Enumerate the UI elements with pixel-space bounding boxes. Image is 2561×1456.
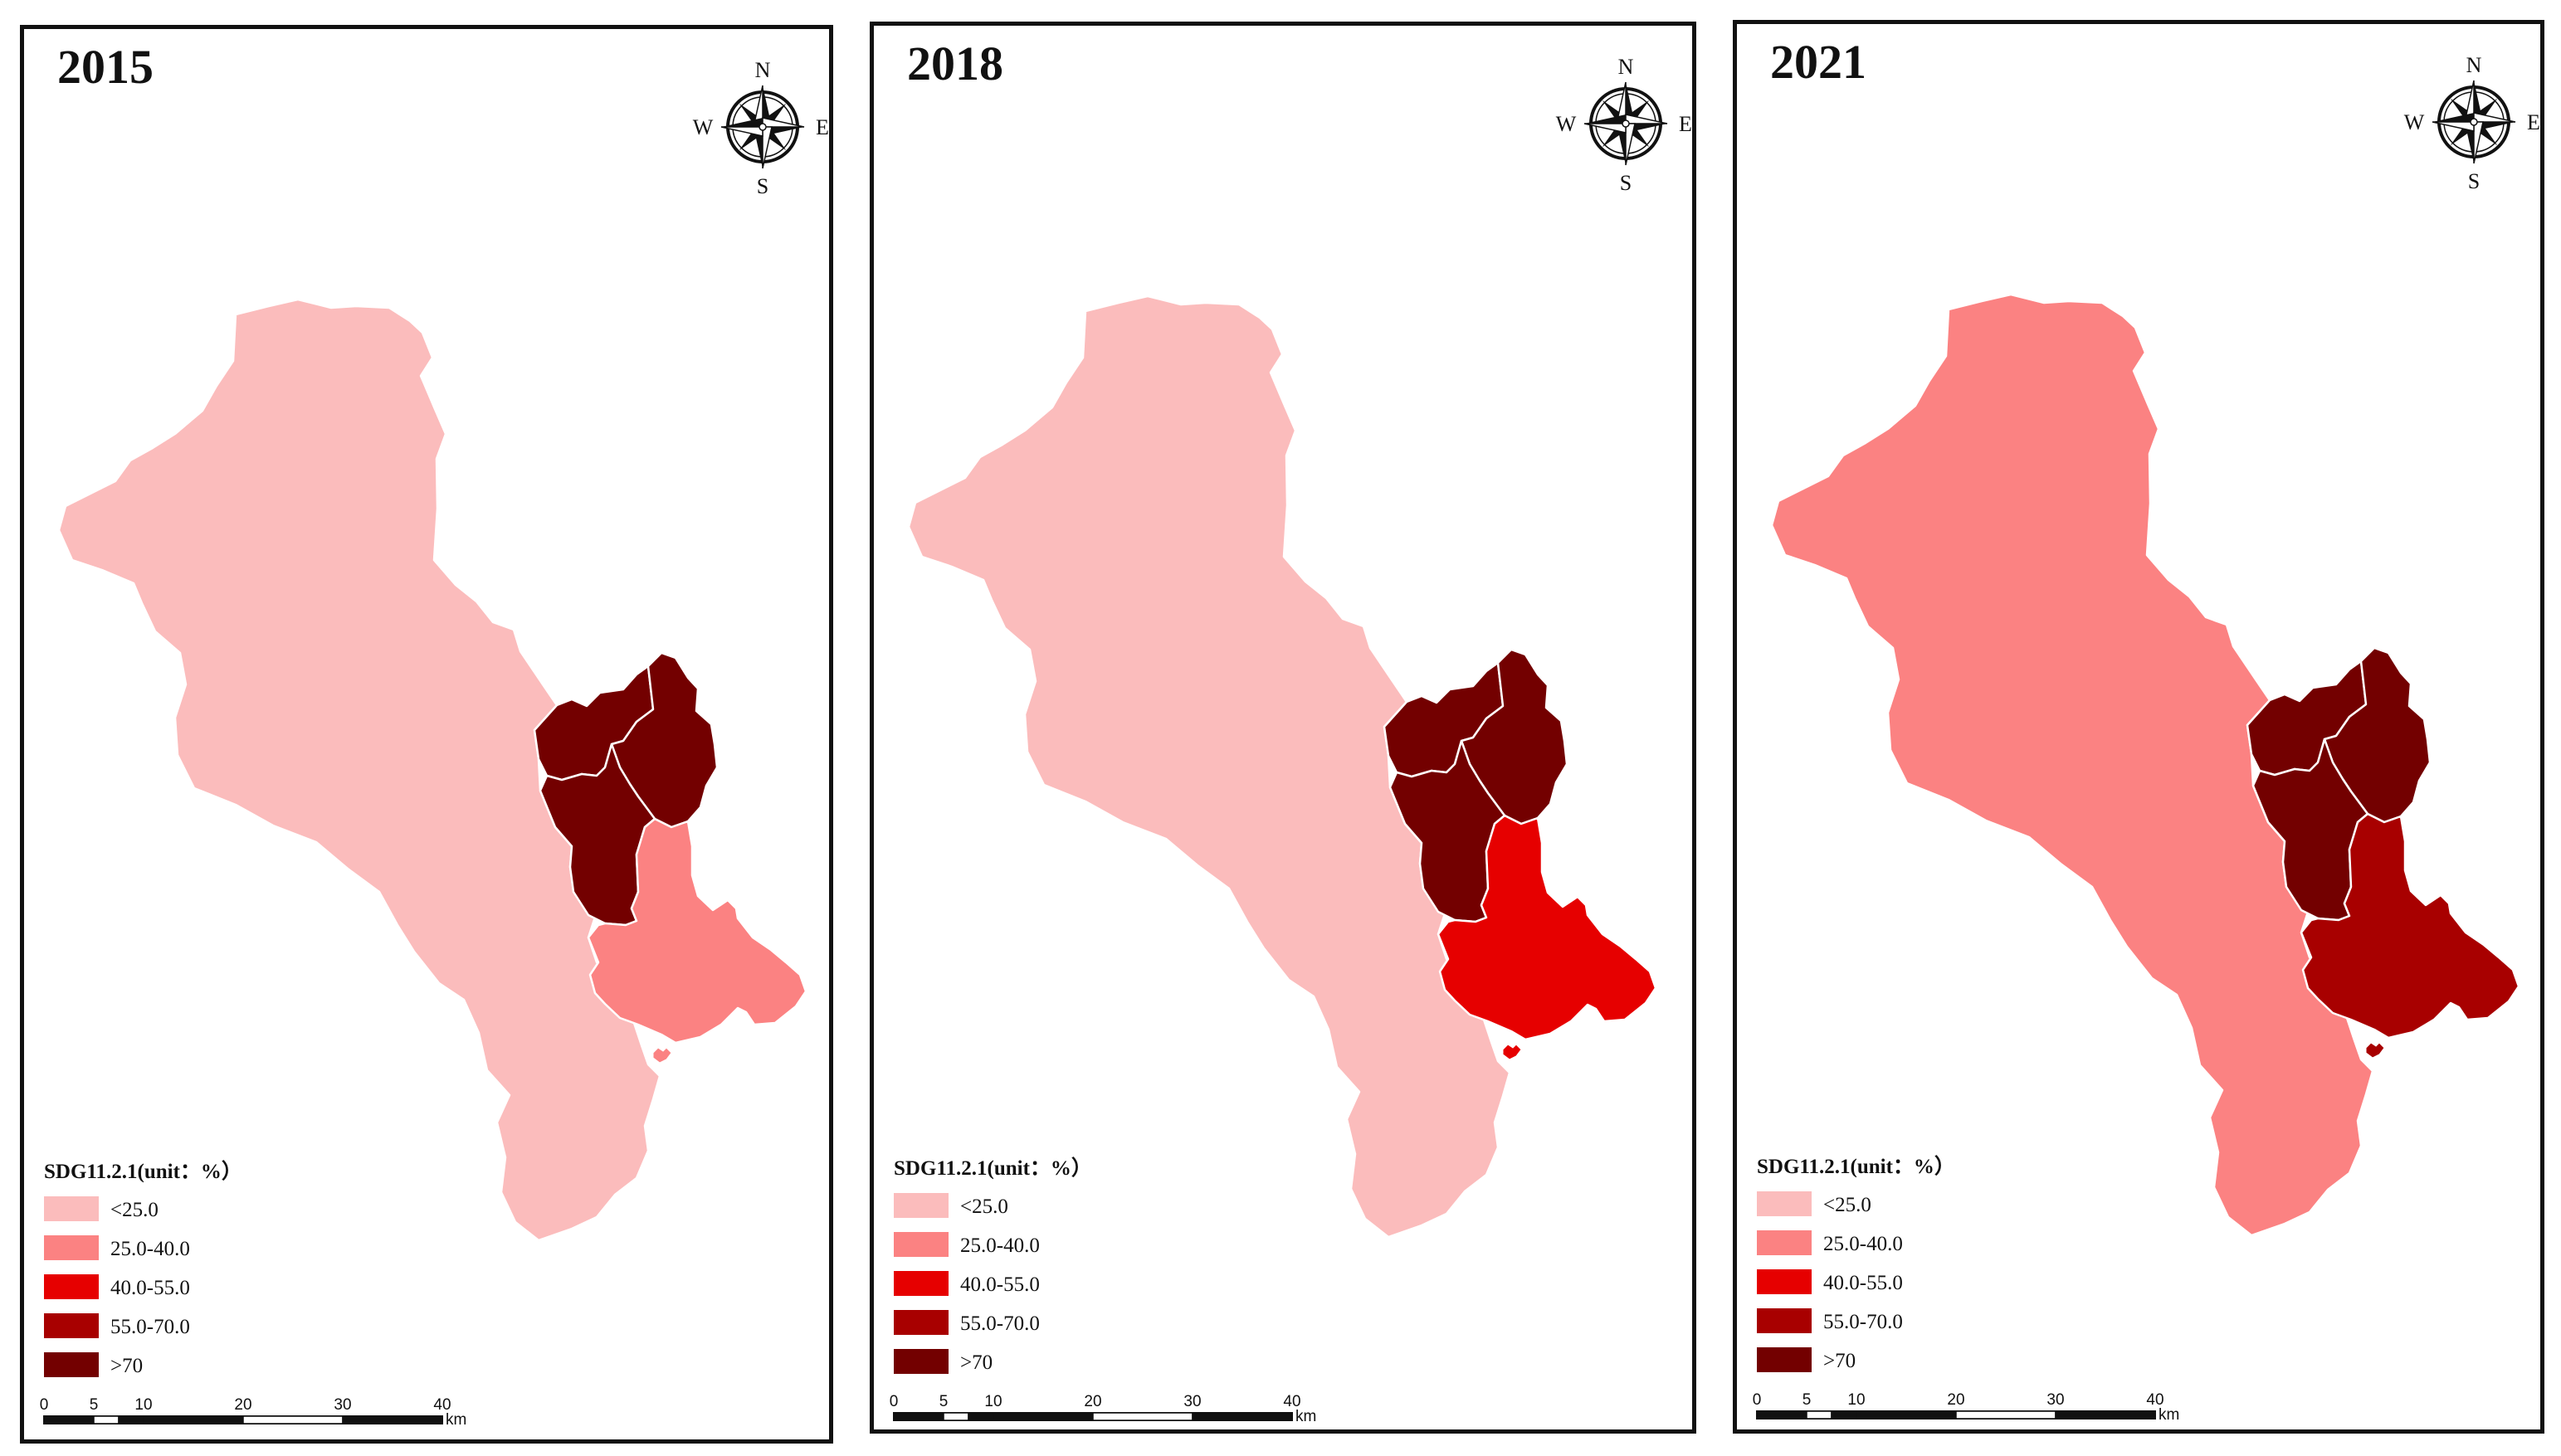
legend-swatch: [44, 1196, 99, 1221]
scale-tick-label: 40: [433, 1396, 451, 1414]
legend-swatch: [894, 1271, 949, 1296]
legend-swatch: [44, 1274, 99, 1299]
scale-tick-label: 10: [1847, 1391, 1865, 1409]
scale-tick-label: 30: [334, 1396, 351, 1414]
legend-title: SDG11.2.1(unit：%）: [44, 1159, 242, 1183]
legend-swatch: [1757, 1347, 1812, 1372]
district-south-e: [1437, 814, 1657, 1041]
map-panel-2015: 2015 N S E W SDG11.2.1(unit：%） <25.0 25.0-40.0 4…: [20, 25, 833, 1444]
legend-label: <25.0: [110, 1199, 159, 1221]
legend-swatch: [894, 1349, 949, 1374]
compass-letter-n: N: [1618, 55, 1634, 79]
scale-tick-label: 30: [2046, 1391, 2064, 1409]
district-south-e: [587, 817, 807, 1045]
district-north-e: [2323, 646, 2432, 824]
district-north-e: [610, 651, 719, 829]
district-main: [1770, 293, 2374, 1237]
legend-swatch: [894, 1193, 949, 1218]
compass-letter-n: N: [2466, 53, 2482, 77]
compass-letter-w: W: [1556, 112, 1577, 136]
district-south-e: [2300, 812, 2520, 1040]
scale-tick-label: 5: [90, 1396, 99, 1414]
scale-tick-label: 20: [234, 1396, 251, 1414]
map-panel-2018: 2018 N S E W SDG11.2.1(unit：%） <25.0 25.0-40.0 4…: [870, 22, 1696, 1434]
legend-swatch: [1757, 1230, 1812, 1255]
legend-title: SDG11.2.1(unit：%）: [1757, 1154, 1955, 1178]
compass-rose-icon: [2432, 80, 2516, 164]
legend-label: 25.0-40.0: [1823, 1233, 1903, 1255]
map-canvas: 2021 N S E W SDG11.2.1(unit：%） <25.0 25.0-40.0 4…: [1753, 35, 2540, 1424]
scale-tick-label: 10: [984, 1393, 1002, 1410]
compass-letter-s: S: [757, 174, 768, 198]
compass-letter-e: E: [816, 115, 829, 139]
legend-swatch: [1757, 1191, 1812, 1216]
scale-tick-label: 0: [890, 1393, 899, 1410]
scale-unit: km: [2159, 1406, 2179, 1424]
district-exclave: [1502, 1044, 1522, 1060]
compass-letter-n: N: [755, 58, 771, 82]
legend-swatch: [1757, 1269, 1812, 1294]
legend-label: >70: [960, 1351, 993, 1374]
scale-unit: km: [1295, 1408, 1316, 1425]
legend-label: 25.0-40.0: [960, 1234, 1040, 1257]
district-exclave: [2365, 1042, 2385, 1059]
compass-letter-e: E: [2527, 110, 2540, 134]
study-area-map: [57, 298, 807, 1242]
district-north-e: [1460, 648, 1568, 825]
district-main: [907, 295, 1511, 1239]
scale-tick-label: 0: [40, 1396, 49, 1414]
district-main: [57, 298, 661, 1242]
compass-letter-w: W: [693, 115, 714, 139]
study-area-map: [1770, 293, 2520, 1237]
compass-letter-e: E: [1679, 112, 1692, 136]
study-area-map: [907, 295, 1657, 1239]
scale-tick-label: 30: [1183, 1393, 1201, 1410]
legend-label: <25.0: [1823, 1194, 1871, 1216]
legend-label: 40.0-55.0: [110, 1277, 190, 1299]
legend-label: 55.0-70.0: [1823, 1311, 1903, 1333]
compass-letter-s: S: [1620, 171, 1632, 195]
legend-swatch: [1757, 1308, 1812, 1333]
scale-unit: km: [446, 1411, 466, 1429]
scale-bar: [1756, 1410, 2156, 1419]
legend-swatch: [894, 1310, 949, 1335]
year-title: 2018: [907, 37, 1003, 90]
scale-tick-label: 5: [1802, 1391, 1812, 1409]
scale-tick-label: 40: [1283, 1393, 1300, 1410]
scale-tick-label: 10: [134, 1396, 152, 1414]
legend-label: >70: [1823, 1350, 1856, 1372]
compass-rose-icon: [1583, 81, 1668, 166]
legend-label: 40.0-55.0: [960, 1273, 1040, 1296]
map-panel-2021: 2021 N S E W SDG11.2.1(unit：%） <25.0 25.0-40.0 4…: [1733, 20, 2544, 1434]
compass-rose-icon: [720, 85, 805, 169]
legend-swatch: [44, 1352, 99, 1377]
legend-label: <25.0: [960, 1195, 1008, 1218]
scale-bar: [893, 1412, 1293, 1421]
year-title: 2021: [1770, 35, 1866, 89]
scale-tick-label: 20: [1084, 1393, 1101, 1410]
compass-letter-s: S: [2468, 169, 2480, 193]
legend-title: SDG11.2.1(unit：%）: [894, 1156, 1092, 1180]
district-exclave: [652, 1047, 672, 1064]
legend-swatch: [894, 1232, 949, 1257]
legend-swatch: [44, 1235, 99, 1260]
legend-label: >70: [110, 1355, 143, 1377]
scale-tick-label: 40: [2146, 1391, 2163, 1409]
scale-tick-label: 5: [939, 1393, 949, 1410]
map-canvas: 2018 N S E W SDG11.2.1(unit：%） <25.0 25.0-40.0 4…: [890, 37, 1692, 1425]
legend-label: 55.0-70.0: [110, 1316, 190, 1338]
legend-label: 40.0-55.0: [1823, 1272, 1903, 1294]
legend-label: 25.0-40.0: [110, 1238, 190, 1260]
map-canvas: 2015 N S E W SDG11.2.1(unit：%） <25.0 25.0-40.0 4…: [40, 40, 829, 1429]
scale-tick-label: 0: [1753, 1391, 1762, 1409]
scale-bar: [43, 1415, 443, 1424]
legend-label: 55.0-70.0: [960, 1312, 1040, 1335]
year-title: 2015: [57, 40, 154, 94]
legend-swatch: [44, 1313, 99, 1338]
scale-tick-label: 20: [1947, 1391, 1964, 1409]
compass-letter-w: W: [2404, 110, 2425, 134]
